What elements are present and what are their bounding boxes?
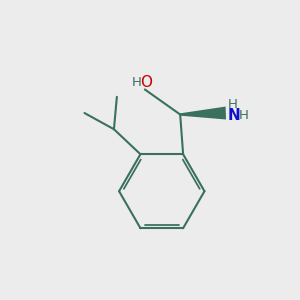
Text: H: H <box>238 110 248 122</box>
Text: H: H <box>132 76 142 89</box>
Text: O: O <box>140 76 152 91</box>
Text: H: H <box>228 98 238 111</box>
Text: N: N <box>228 109 240 124</box>
Polygon shape <box>180 106 226 119</box>
